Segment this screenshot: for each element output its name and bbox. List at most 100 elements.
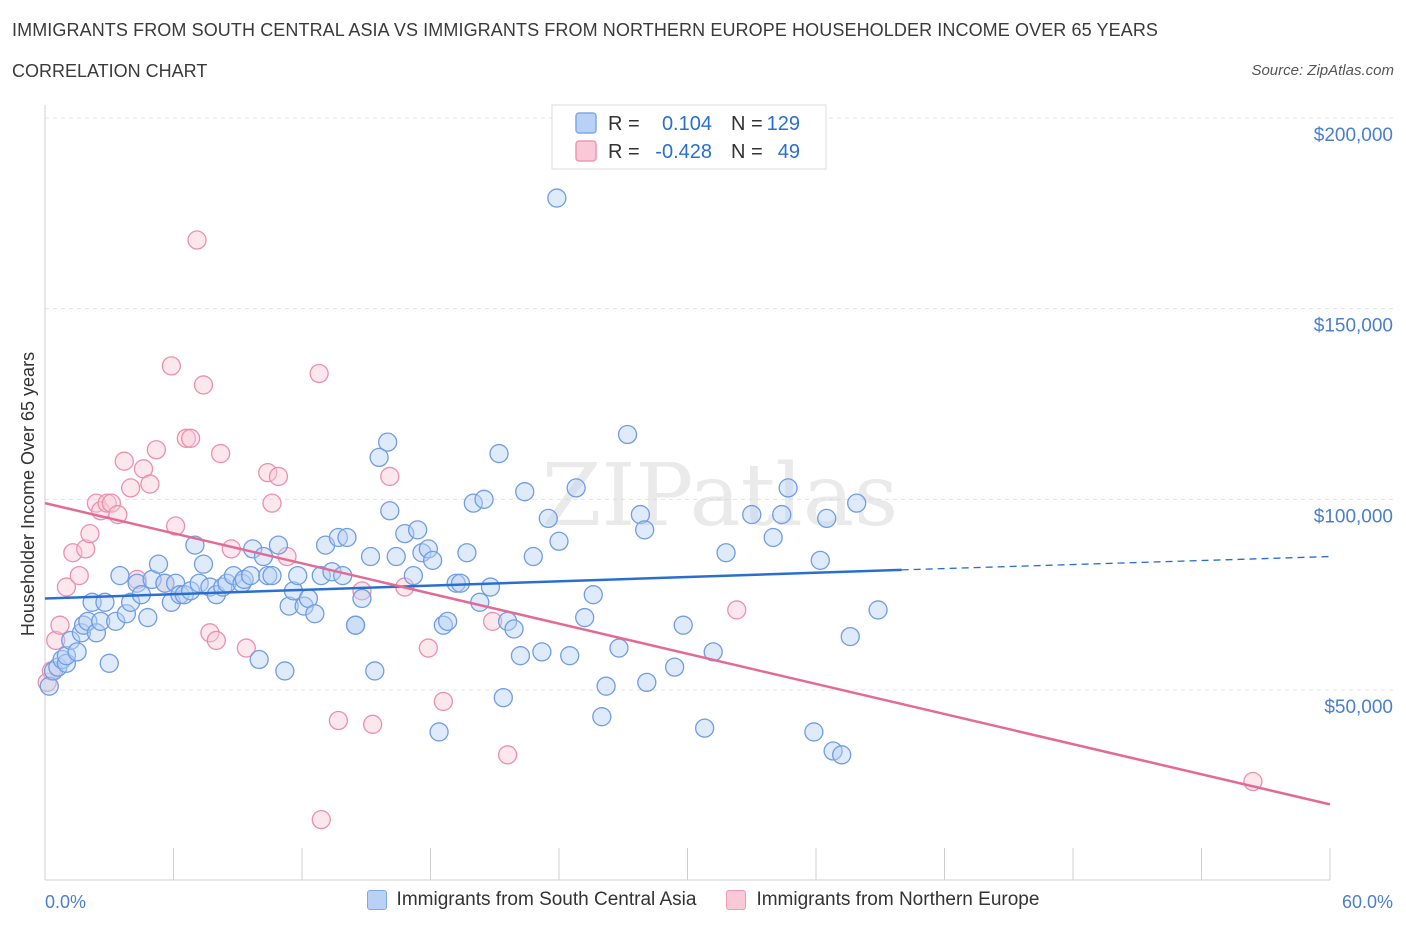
south-central-asia-point-5 bbox=[56, 646, 77, 666]
south-central-asia-point-64 bbox=[360, 546, 381, 567]
south-central-asia-point-25 bbox=[155, 573, 175, 593]
legend-swatch-south-central-asia bbox=[366, 890, 387, 910]
south-central-asia-point-111 bbox=[716, 543, 736, 563]
south-central-asia-point-107 bbox=[665, 657, 685, 677]
south-central-asia-point-117 bbox=[804, 722, 824, 742]
south-central-asia-point-87 bbox=[493, 687, 513, 708]
south-central-asia-point-81 bbox=[457, 543, 477, 563]
south-central-asia-point-105 bbox=[635, 520, 655, 540]
south-central-asia-point-68 bbox=[380, 501, 400, 521]
south-central-asia-point-15 bbox=[99, 653, 119, 673]
south-central-asia-point-119 bbox=[817, 508, 837, 529]
northern-europe-point-46 bbox=[497, 745, 518, 765]
south-central-asia-point-33 bbox=[193, 554, 214, 574]
x-tick-label-1: 60.0% bbox=[1342, 892, 1393, 912]
south-central-asia-point-43 bbox=[249, 649, 269, 670]
northern-europe-point-14 bbox=[114, 451, 134, 471]
south-central-asia-point-97 bbox=[566, 478, 586, 498]
south-central-asia-point-16 bbox=[106, 611, 126, 632]
south-central-asia-point-106 bbox=[637, 672, 657, 693]
northern-europe-point-44 bbox=[433, 691, 454, 712]
northern-europe-point-45 bbox=[482, 611, 503, 632]
northern-europe-point-26 bbox=[193, 375, 214, 395]
y-tick-label-3: $200,000 bbox=[1314, 125, 1393, 146]
south-central-asia-point-89 bbox=[504, 619, 524, 639]
legend-n-value-pink: 49 bbox=[778, 141, 800, 163]
chart-title: IMMIGRANTS FROM SOUTH CENTRAL ASIA VS IM… bbox=[12, 20, 1159, 40]
northern-europe-point-19 bbox=[146, 440, 167, 460]
south-central-asia-point-98 bbox=[575, 607, 595, 628]
south-central-asia-point-112 bbox=[547, 188, 567, 208]
northern-europe-point-41 bbox=[380, 466, 400, 487]
northern-europe-point-36 bbox=[309, 363, 329, 384]
south-central-asia-point-92 bbox=[523, 546, 543, 567]
stats-legend: R = 0.104 N = 129 R = -0.428 N = 49 bbox=[551, 104, 827, 170]
south-central-asia-point-124 bbox=[868, 600, 888, 620]
south-central-asia-point-121 bbox=[832, 745, 852, 765]
south-central-asia-point-83 bbox=[470, 592, 490, 612]
south-central-asia-point-84 bbox=[474, 489, 494, 509]
northern-europe-point-47 bbox=[727, 600, 747, 620]
south-central-asia-point-72 bbox=[407, 520, 428, 540]
legend-label-south-central-asia: Immigrants from South Central Asia bbox=[396, 889, 697, 910]
trend-lines bbox=[44, 501, 1331, 806]
series-northern-europe bbox=[37, 230, 1263, 830]
south-central-asia-point-108 bbox=[673, 615, 693, 635]
y-axis-label: Householder Income Over 65 years bbox=[18, 352, 38, 636]
northern-europe-point-31 bbox=[236, 638, 256, 658]
legend-r-label-pink: R = bbox=[608, 141, 640, 163]
south-central-asia-point-99 bbox=[583, 585, 603, 605]
south-central-asia-point-41 bbox=[240, 565, 261, 586]
northern-europe-point-18 bbox=[140, 474, 160, 494]
legend-swatch-blue bbox=[575, 112, 597, 134]
legend-swatch-northern-europe bbox=[726, 890, 747, 910]
northern-europe-point-38 bbox=[328, 710, 349, 731]
south-central-asia-point-60 bbox=[337, 527, 357, 548]
south-central-asia-point-123 bbox=[847, 493, 867, 513]
south-central-asia-point-46 bbox=[262, 565, 282, 586]
trend-line-northern-europe bbox=[44, 501, 1331, 806]
legend-item-south-central-asia: Immigrants from South Central Asia bbox=[366, 889, 697, 911]
northern-europe-point-12 bbox=[101, 493, 122, 513]
source-label: Source: ZipAtlas.com bbox=[1251, 62, 1394, 79]
south-central-asia-point-65 bbox=[365, 661, 385, 681]
legend-item-northern-europe: Immigrants from Northern Europe bbox=[726, 889, 1039, 911]
south-central-asia-point-7 bbox=[67, 642, 87, 662]
south-central-asia-point-103 bbox=[617, 424, 638, 445]
x-tick-label-0: 0.0% bbox=[45, 892, 86, 912]
south-central-asia-point-86 bbox=[489, 443, 509, 464]
legend-r-value-pink: -0.428 bbox=[655, 141, 712, 163]
legend-n-label-pink: N = bbox=[731, 141, 763, 163]
trend-line-south-central-asia bbox=[44, 568, 902, 600]
northern-europe-point-28 bbox=[206, 630, 226, 651]
legend-n-label-blue: N = bbox=[731, 113, 763, 135]
south-central-asia-point-75 bbox=[422, 550, 443, 570]
south-central-asia-point-91 bbox=[515, 482, 535, 502]
south-central-asia-point-69 bbox=[386, 546, 406, 567]
south-central-asia-point-82 bbox=[463, 493, 483, 513]
south-central-asia-point-66 bbox=[369, 447, 389, 468]
south-central-asia-point-94 bbox=[538, 508, 558, 529]
northern-europe-point-4 bbox=[56, 577, 77, 597]
series-legend: Immigrants from South Central Asia Immig… bbox=[0, 889, 1406, 911]
trend-line-south-central-asia-projection bbox=[901, 555, 1331, 571]
south-central-asia-point-63 bbox=[345, 615, 366, 635]
northern-europe-point-3 bbox=[50, 615, 70, 635]
south-central-asia-point-90 bbox=[510, 646, 531, 666]
south-central-asia-point-67 bbox=[378, 432, 398, 452]
northern-europe-point-23 bbox=[176, 428, 197, 448]
y-tick-label-1: $100,000 bbox=[1314, 506, 1393, 527]
grid-lines: $50,000 $100,000 $150,000 $200,000 bbox=[45, 117, 1395, 718]
south-central-asia-point-12 bbox=[86, 623, 107, 643]
south-central-asia-point-74 bbox=[418, 539, 439, 559]
northern-europe-point-29 bbox=[210, 443, 231, 464]
northern-europe-point-32 bbox=[258, 462, 278, 483]
south-central-asia-point-17 bbox=[110, 565, 130, 586]
south-central-asia-point-45 bbox=[258, 565, 278, 586]
south-central-asia-point-62 bbox=[352, 588, 372, 609]
south-central-asia-point-102 bbox=[609, 638, 629, 658]
south-central-asia-point-118 bbox=[810, 550, 830, 570]
south-central-asia-point-8 bbox=[71, 623, 92, 643]
south-central-asia-point-6 bbox=[61, 630, 81, 651]
